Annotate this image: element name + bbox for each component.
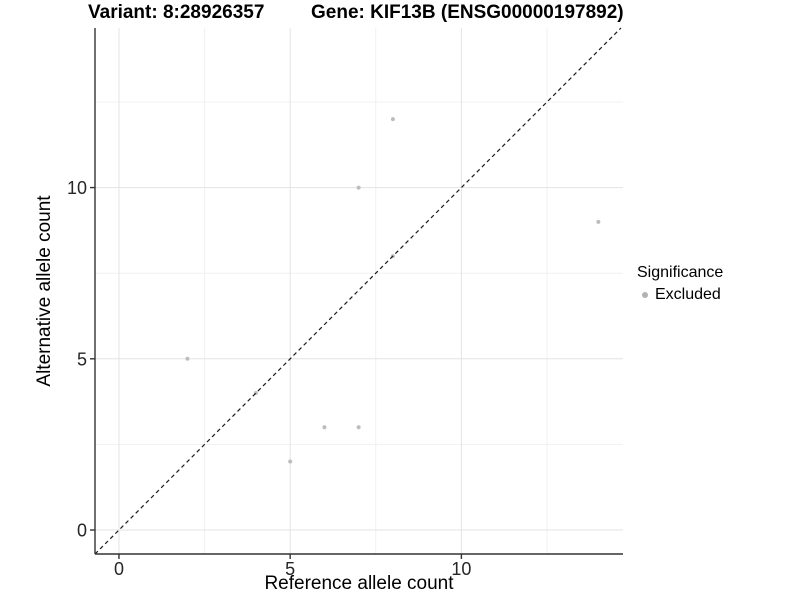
plot-title-variant: Variant: 8:28926357 bbox=[88, 2, 265, 23]
legend-key-dot bbox=[642, 292, 648, 298]
legend-title: Significance bbox=[637, 264, 724, 281]
y-tick-label: 0 bbox=[77, 521, 87, 541]
scatter-point bbox=[356, 185, 361, 190]
scatter-point bbox=[322, 425, 327, 430]
legend-item-label: Excluded bbox=[655, 286, 721, 303]
x-tick-label: 5 bbox=[285, 559, 295, 579]
legend: Significance Excluded bbox=[637, 264, 723, 304]
plot-title-gene: Gene: KIF13B (ENSG00000197892) bbox=[311, 2, 624, 23]
scatter-point bbox=[390, 117, 395, 122]
x-axis-title: Reference allele count bbox=[264, 573, 454, 594]
scatter-point bbox=[596, 219, 601, 224]
scatter-point bbox=[356, 425, 361, 430]
x-tick-label: 0 bbox=[114, 559, 124, 579]
scatter-point bbox=[185, 356, 190, 361]
identity-line bbox=[94, 27, 622, 555]
x-tick-label: 10 bbox=[451, 559, 471, 579]
y-axis-title: Alternative allele count bbox=[34, 195, 55, 387]
legend-item-excluded: Excluded bbox=[637, 286, 723, 304]
scatter-point bbox=[288, 459, 293, 464]
y-tick-label: 10 bbox=[67, 178, 87, 198]
y-tick-label: 5 bbox=[77, 349, 87, 369]
